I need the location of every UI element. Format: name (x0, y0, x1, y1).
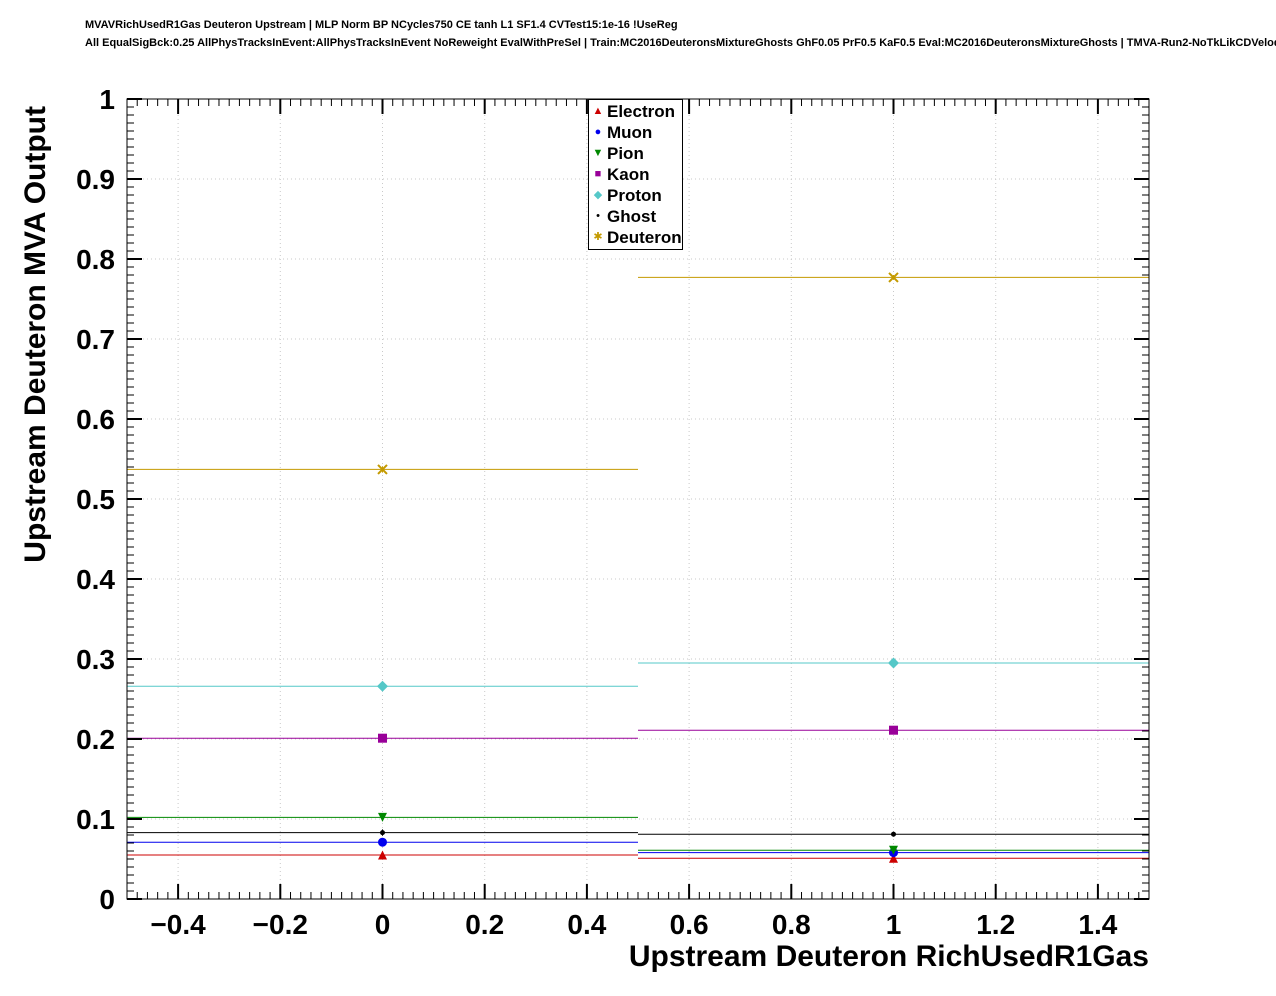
cross-marker-icon: ✱ (593, 231, 603, 243)
y-tick-label: 0.1 (76, 804, 115, 835)
legend-item-pion: ▼ Pion (591, 143, 680, 164)
y-tick-label: 0.3 (76, 644, 115, 675)
diamond-marker-icon: ◆ (593, 189, 603, 201)
y-tick-label: 0.2 (76, 724, 115, 755)
tick-labels: −0.4 −0.2 0 0.2 0.4 0.6 0.8 1 1.2 1.4 0 0.1 0.2 0.3 0.… (76, 84, 1118, 940)
x-tick-label: 0.8 (772, 909, 811, 940)
x-axis-title: Upstream Deuteron RichUsedR1Gas (629, 940, 1149, 973)
legend-label: Ghost (607, 206, 657, 226)
series-pion (127, 812, 1149, 855)
y-tick-label: 0.8 (76, 244, 115, 275)
y-tick-label: 0.4 (76, 564, 115, 595)
series-deuteron (127, 272, 1149, 475)
series-kaon (127, 725, 1149, 743)
series-electron (127, 850, 1149, 863)
series-ghost (127, 829, 1149, 837)
series-proton (127, 657, 1149, 692)
plot-title-line2: All EqualSigBck:0.25 AllPhysTracksInEven… (85, 37, 1276, 49)
legend-item-proton: ◆ Proton (591, 185, 680, 206)
legend-item-electron: ▲ Electron (591, 101, 680, 122)
x-tick-label: 0.4 (567, 909, 606, 940)
triangle-down-marker-icon: ▼ (592, 147, 604, 159)
x-tick-label: 1.2 (976, 909, 1015, 940)
square-marker-icon: ■ (594, 168, 602, 180)
legend-label: Proton (607, 185, 662, 205)
circle-marker-icon: ● (594, 126, 602, 138)
gridlines (127, 99, 1149, 899)
plot-header: MVAVRichUsedR1Gas Deuteron Upstream | ML… (85, 16, 1276, 52)
y-tick-label: 0.9 (76, 164, 115, 195)
y-tick-label: 0.5 (76, 484, 115, 515)
y-tick-label: 0.6 (76, 404, 115, 435)
x-tick-label: 0 (375, 909, 391, 940)
legend-item-deuteron: ✱ Deuteron (591, 227, 682, 248)
legend-item-ghost: • Ghost (591, 206, 680, 227)
plot-title-line1: MVAVRichUsedR1Gas Deuteron Upstream | ML… (85, 19, 678, 31)
x-tick-label: 1 (886, 909, 902, 940)
legend-item-muon: ● Muon (591, 122, 680, 143)
dot-marker-icon: • (596, 210, 600, 222)
x-tick-label: 1.4 (1078, 909, 1117, 940)
legend-label: Deuteron (607, 227, 682, 247)
y-tick-label: 0.7 (76, 324, 115, 355)
legend-label: Pion (607, 143, 644, 163)
y-axis-title: Upstream Deuteron MVA Output (19, 106, 52, 563)
legend-label: Muon (607, 122, 653, 142)
triangle-up-marker-icon: ▲ (592, 105, 604, 117)
y-tick-label: 1 (99, 84, 115, 115)
x-tick-label: −0.4 (150, 909, 206, 940)
x-tick-label: 0.6 (670, 909, 709, 940)
x-tick-label: 0.2 (465, 909, 504, 940)
y-tick-label: 0 (99, 884, 115, 915)
legend-box: ▲ Electron ● Muon ▼ Pion ■ Kaon ◆ Proton • Ghost ✱ De… (588, 99, 683, 250)
legend-label: Electron (607, 101, 676, 121)
legend-label: Kaon (607, 164, 650, 184)
x-tick-label: −0.2 (253, 909, 308, 940)
legend-item-kaon: ■ Kaon (591, 164, 680, 185)
